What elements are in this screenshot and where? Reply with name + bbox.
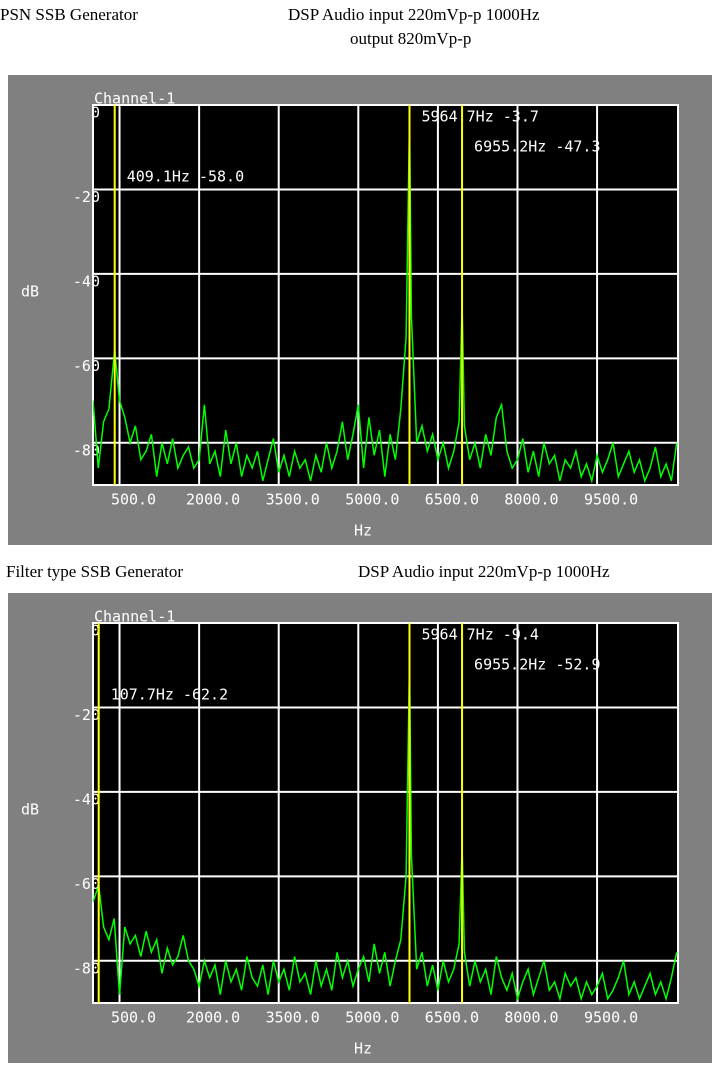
spectrum-trace — [93, 120, 678, 484]
x-tick-label: 5000.0 — [345, 1009, 399, 1027]
x-tick-label: 9500.0 — [584, 1009, 638, 1027]
x-axis-label: Hz — [354, 1040, 372, 1058]
plot-area — [92, 104, 679, 486]
marker-label: 107.7Hz -62.2 — [111, 686, 228, 704]
y-tick-label: -40 — [73, 790, 100, 808]
marker-label: 6955.2Hz -52.9 — [474, 656, 600, 674]
x-tick-label: 500.0 — [111, 1009, 156, 1027]
y-tick-label: -40 — [73, 272, 100, 290]
marker-label: 6955.2Hz -47.3 — [474, 138, 600, 156]
y-tick-label: -80 — [73, 441, 100, 459]
marker-label: 5964.7Hz -3.7 — [421, 108, 538, 126]
x-tick-label: 2000.0 — [186, 1009, 240, 1027]
y-axis-label: dB — [21, 801, 39, 819]
channel-label: Channel-1 — [94, 608, 175, 626]
x-axis-label: Hz — [354, 522, 372, 540]
channel-label: Channel-1 — [94, 90, 175, 108]
header-note: DSP Audio input 220mVp-p 1000Hz — [358, 562, 610, 581]
marker-label: 409.1Hz -58.0 — [127, 168, 244, 186]
x-tick-label: 3500.0 — [266, 491, 320, 509]
y-tick-label: -60 — [73, 875, 100, 893]
x-tick-label: 8000.0 — [504, 491, 558, 509]
x-tick-label: 6500.0 — [425, 1009, 479, 1027]
y-tick-label: 0 — [91, 622, 100, 640]
x-tick-label: 9500.0 — [584, 491, 638, 509]
marker-label: 5964.7Hz -9.4 — [421, 626, 538, 644]
spectrum-trace — [93, 662, 678, 1002]
y-tick-label: -80 — [73, 959, 100, 977]
y-tick-label: -20 — [73, 706, 100, 724]
x-tick-label: 8000.0 — [504, 1009, 558, 1027]
header-note: DSP Audio input 220mVp-p 1000Hz — [288, 5, 540, 24]
chart-title: Filter type SSB Generator — [6, 562, 183, 581]
header-note: output 820mVp-p — [350, 29, 471, 48]
chart-title: PSN SSB Generator — [0, 5, 138, 24]
y-tick-label: 0 — [91, 104, 100, 122]
x-tick-label: 6500.0 — [425, 491, 479, 509]
x-tick-label: 3500.0 — [266, 1009, 320, 1027]
x-tick-label: 5000.0 — [345, 491, 399, 509]
x-tick-label: 500.0 — [111, 491, 156, 509]
x-tick-label: 2000.0 — [186, 491, 240, 509]
y-tick-label: -20 — [73, 188, 100, 206]
y-tick-label: -60 — [73, 357, 100, 375]
y-axis-label: dB — [21, 283, 39, 301]
plot-area — [92, 622, 679, 1004]
